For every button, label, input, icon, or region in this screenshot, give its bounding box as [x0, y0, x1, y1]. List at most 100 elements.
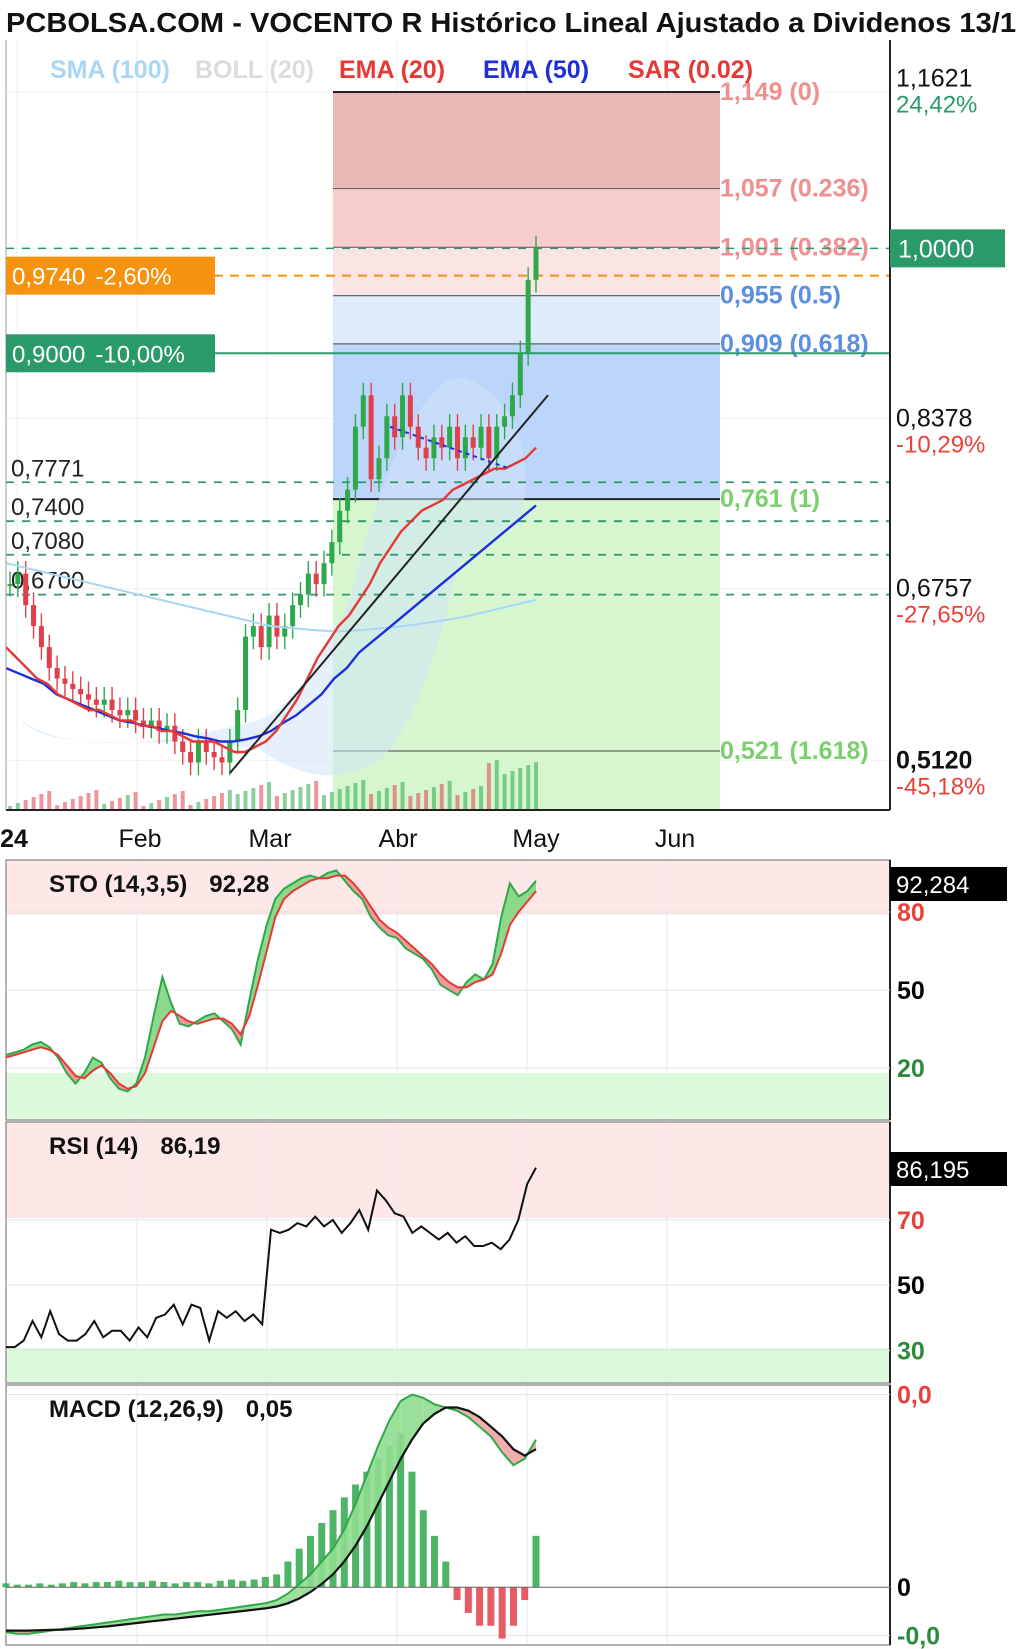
- macd-fill: [502, 1436, 514, 1466]
- macd-panel: 0,0 0 -0,0 MACD (12,26,9) 0,05: [2, 1382, 940, 1649]
- volume-bar: [502, 774, 507, 810]
- volume-bar: [455, 795, 460, 810]
- volume-bar: [23, 800, 28, 810]
- candle-body: [494, 426, 500, 459]
- sto-fill: [266, 899, 276, 951]
- volume-bar: [39, 794, 44, 810]
- candle-body: [148, 720, 154, 726]
- volume-bar: [314, 781, 319, 810]
- candle-body: [195, 741, 201, 763]
- volume-bar: [243, 791, 248, 810]
- candle-body: [219, 757, 225, 763]
- sto-fill: [275, 888, 285, 918]
- sto-fill: [518, 891, 528, 912]
- sto-fill: [527, 880, 536, 902]
- macd-histogram-bar: [284, 1561, 292, 1588]
- macd-histogram-bar: [194, 1582, 202, 1588]
- macd-histogram-bar: [182, 1582, 190, 1588]
- candle-body: [533, 248, 539, 280]
- candle-body: [266, 615, 272, 648]
- volume-bar: [384, 788, 389, 810]
- volume-bar: [204, 799, 209, 810]
- volume-bar: [78, 796, 83, 810]
- fib-label: 0,955 (0.5): [720, 282, 841, 310]
- candle-body: [423, 447, 429, 459]
- volume-bar: [8, 806, 12, 810]
- legend-item: SAR (0.02): [628, 56, 753, 84]
- candle-body: [407, 395, 413, 427]
- macd-fill: [355, 1474, 367, 1546]
- current-price-box: [890, 229, 1005, 268]
- volume-bar: [125, 795, 130, 810]
- indicator-value: 92,28: [209, 871, 269, 898]
- macd-histogram-bar: [149, 1580, 157, 1588]
- candle-body: [290, 605, 296, 627]
- volume-bar: [534, 762, 538, 810]
- volume-bar: [94, 790, 99, 810]
- legend-item: BOLL (20): [195, 56, 314, 84]
- legend-item: EMA (50): [483, 56, 589, 84]
- candle-body: [431, 437, 437, 459]
- green-pct: -10,00%: [95, 341, 184, 368]
- fib-zone: [333, 92, 720, 189]
- macd-histogram-bar: [2, 1583, 10, 1588]
- fib-label: 1,001 (0.382): [720, 233, 869, 261]
- macd-histogram-bar: [476, 1587, 484, 1626]
- macd-histogram-bar: [239, 1580, 247, 1588]
- green-price: 0,9000: [12, 341, 85, 368]
- candle-body: [321, 563, 327, 585]
- macd-fill: [468, 1410, 480, 1427]
- macd-histogram-bar: [374, 1458, 382, 1588]
- rsi-panel: 70 50 30 RSI (14) 86,19 86,195: [5, 1121, 1007, 1384]
- candle-body: [117, 710, 123, 716]
- macd-histogram-bar: [261, 1576, 269, 1588]
- x-axis-label: 24: [0, 825, 28, 853]
- macd-histogram-bar: [532, 1535, 540, 1588]
- volume-bar: [298, 787, 303, 810]
- macd-histogram-bar: [295, 1548, 303, 1588]
- volume-bar: [306, 784, 311, 810]
- fib-label: 1,149 (0): [720, 78, 820, 106]
- price-axis-percent: -27,65%: [896, 602, 985, 629]
- candle-body: [305, 573, 311, 595]
- sto-d-line: [5, 874, 537, 1090]
- overbought-zone: [6, 860, 890, 915]
- title-and-legend: PCBOLSA.COM - VOCENTO R Histórico Lineal…: [0, 0, 1023, 84]
- volume-bar: [133, 792, 138, 810]
- volume-bar: [102, 804, 107, 810]
- support-label: 0,7771: [11, 455, 84, 482]
- macd-fill: [389, 1401, 401, 1482]
- macd-fill: [479, 1417, 491, 1437]
- candle-body: [78, 689, 84, 695]
- price-axis-label: 0,8378: [896, 405, 972, 433]
- candle-body: [525, 279, 531, 354]
- macd-histogram-bar: [25, 1584, 33, 1588]
- macd-histogram-bar: [216, 1580, 224, 1588]
- macd-histogram-bar: [385, 1445, 393, 1588]
- candle-body: [447, 426, 453, 448]
- stochastic-panel: 80 50 20 STO (14,3,5) 92,28 92,284: [5, 859, 1007, 1121]
- sto-fill: [92, 1057, 102, 1071]
- sto-fill: [162, 977, 172, 1022]
- volume-bar: [471, 789, 476, 810]
- ema20-line: [5, 446, 537, 754]
- candle-body: [439, 437, 445, 448]
- x-axis-label: May: [512, 825, 560, 853]
- macd-histogram-bar: [464, 1587, 472, 1613]
- orange-price-tag-text: 0,9740 -2,60%: [12, 264, 171, 291]
- macd-histogram-bar: [509, 1587, 517, 1626]
- candle-body: [384, 416, 390, 459]
- current-price-label: 1,0000: [898, 235, 974, 263]
- macd-histogram-bar: [126, 1582, 134, 1588]
- volume-bar: [227, 790, 232, 810]
- macd-fill: [321, 1548, 334, 1585]
- macd-histogram-bar: [228, 1579, 236, 1588]
- volume-bar: [251, 788, 256, 810]
- candle-body: [46, 647, 52, 669]
- macd-histogram-bar: [521, 1587, 529, 1601]
- volume-bar: [110, 801, 115, 810]
- sto-current-box: [890, 867, 1007, 901]
- volume-bar: [86, 793, 91, 810]
- macd-histogram-bar: [498, 1587, 506, 1639]
- candle-body: [360, 395, 366, 427]
